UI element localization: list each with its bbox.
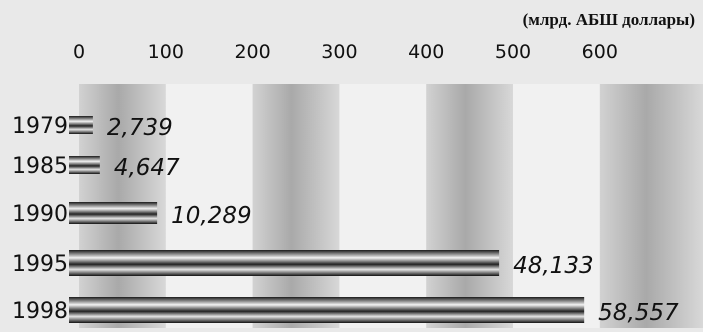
grid-band	[252, 84, 340, 328]
bar	[69, 202, 158, 224]
value-label: 2,739	[107, 115, 173, 141]
bar	[69, 250, 500, 276]
category-label: 1990	[12, 202, 68, 227]
category-label: 1998	[12, 299, 68, 324]
x-tick-label: 100	[148, 41, 184, 63]
x-tick-label: 400	[408, 41, 444, 63]
x-tick-label: 500	[495, 41, 531, 63]
x-tick-label: 300	[321, 41, 357, 63]
value-label: 10,289	[171, 203, 251, 229]
category-label: 1985	[12, 154, 68, 179]
category-label: 1995	[12, 252, 68, 277]
value-label: 48,133	[513, 253, 593, 279]
grid-band	[599, 84, 703, 328]
category-label: 1979	[12, 114, 68, 139]
unit-label: (млрд. АБШ доллары)	[522, 10, 695, 29]
bar	[69, 297, 585, 323]
plot-area	[79, 84, 703, 328]
bar	[69, 116, 93, 134]
x-tick-label: 600	[582, 41, 618, 63]
value-label: 58,557	[598, 300, 679, 326]
bar	[69, 156, 100, 174]
grid-band	[426, 84, 513, 328]
x-tick-label: 0	[73, 41, 85, 63]
value-label: 4,647	[114, 155, 180, 181]
x-tick-label: 200	[234, 41, 270, 63]
